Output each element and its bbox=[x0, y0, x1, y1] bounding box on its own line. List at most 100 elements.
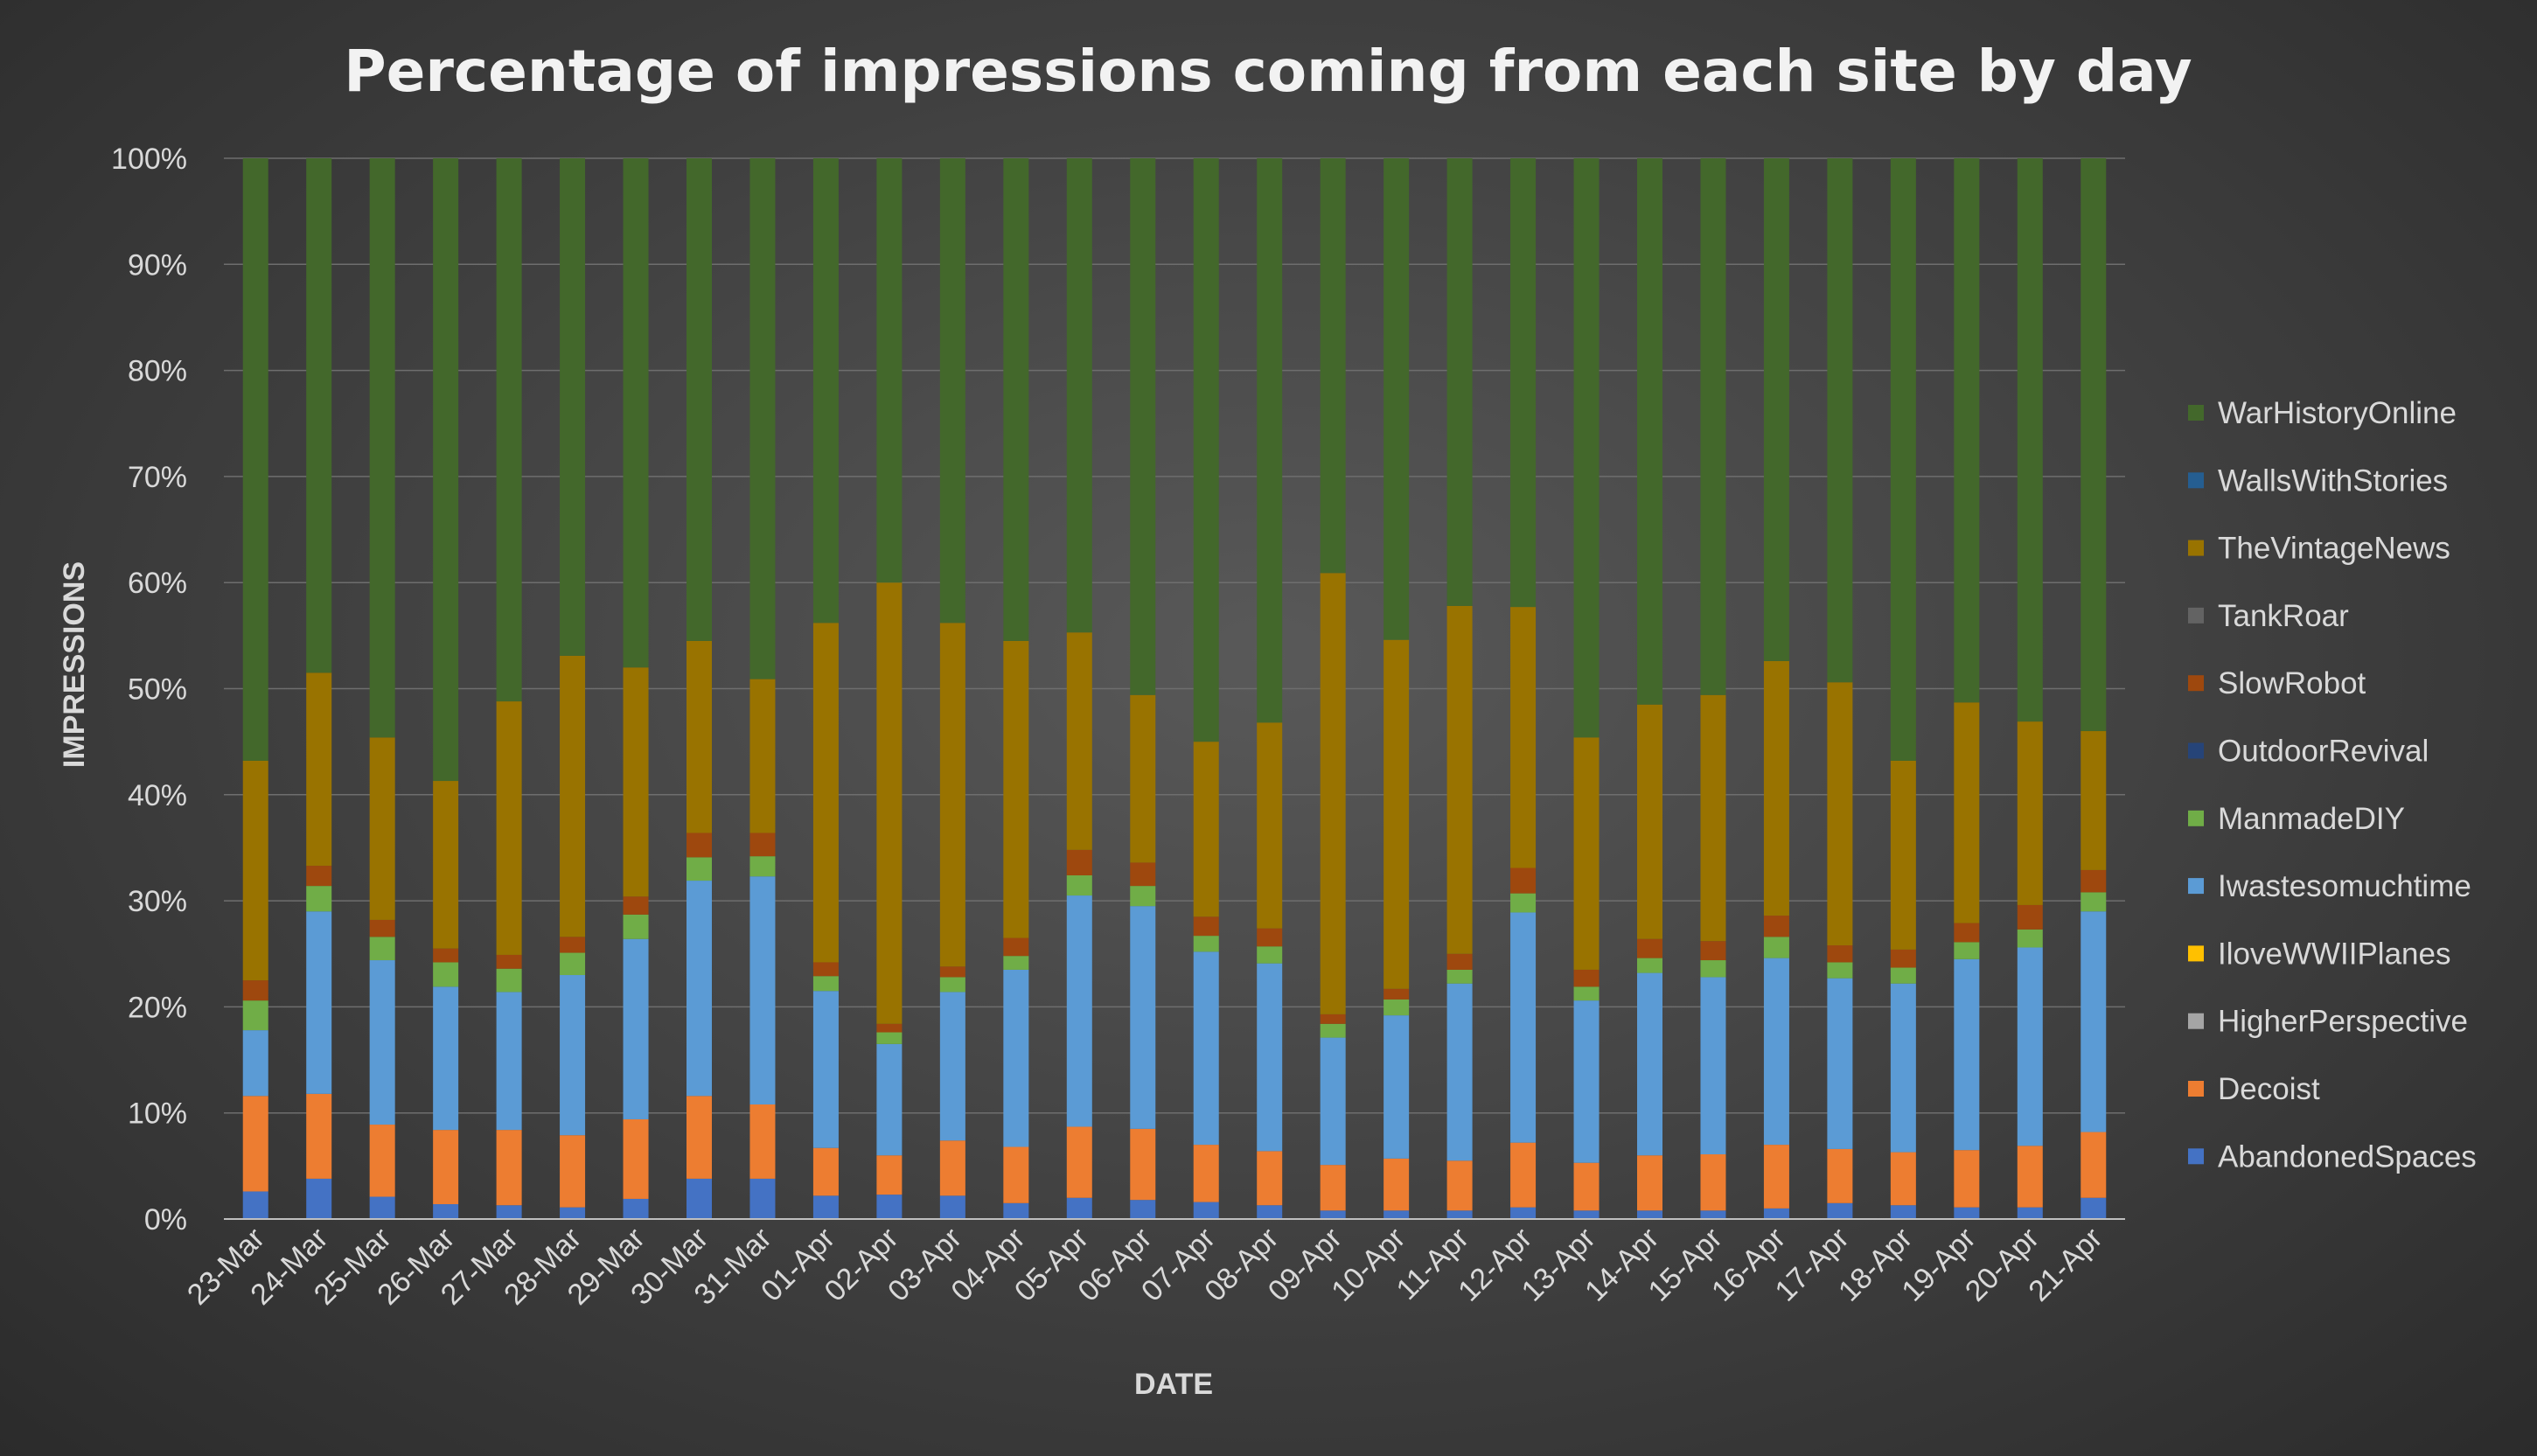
bar-segment bbox=[242, 1096, 268, 1192]
bar-segment bbox=[876, 1155, 903, 1195]
bar-segment bbox=[2017, 904, 2043, 930]
bar-segment bbox=[1700, 960, 1726, 978]
bar-segment bbox=[1700, 1154, 1726, 1211]
bar-segment bbox=[876, 582, 903, 1024]
legend-label: ManmadeDIY bbox=[2218, 802, 2405, 836]
legend-swatch bbox=[2188, 1148, 2204, 1165]
bar-segment bbox=[1193, 1145, 1219, 1202]
bar-segment bbox=[1320, 158, 1346, 574]
legend-swatch bbox=[2188, 945, 2204, 962]
bar-segment bbox=[2080, 1132, 2107, 1198]
bar-segment bbox=[2017, 158, 2043, 722]
bar-segment bbox=[1763, 660, 1789, 916]
y-tick-label: 80% bbox=[128, 355, 187, 388]
bar-segment bbox=[1510, 1207, 1537, 1219]
bar-segment bbox=[1954, 942, 1980, 959]
bar-segment bbox=[939, 623, 965, 967]
bar-segment bbox=[242, 1000, 268, 1031]
bar-segment bbox=[1827, 682, 1853, 946]
bar-segment bbox=[242, 1030, 268, 1097]
bar-segment bbox=[433, 948, 459, 963]
bar-segment bbox=[876, 1032, 903, 1044]
bar-segment bbox=[1446, 969, 1473, 984]
bar-segment bbox=[1003, 937, 1029, 957]
bar-segment bbox=[433, 158, 459, 782]
bar-segment bbox=[1320, 1210, 1346, 1219]
bar-segment bbox=[687, 158, 712, 641]
bar-segment bbox=[1890, 760, 1916, 950]
bar-segment bbox=[1890, 1152, 1916, 1206]
bar-segment bbox=[1637, 972, 1662, 1156]
bar-segment bbox=[2080, 869, 2107, 893]
bar-segment bbox=[812, 158, 839, 624]
bar-segment bbox=[812, 1195, 839, 1219]
bar-segment bbox=[2017, 721, 2043, 905]
bar-segment bbox=[2017, 947, 2043, 1146]
y-tick-label: 60% bbox=[128, 567, 187, 600]
bar-segment bbox=[1637, 938, 1662, 958]
bar-segment bbox=[1827, 945, 1853, 963]
bar-segment bbox=[2080, 1197, 2107, 1219]
bar-segment bbox=[496, 968, 522, 993]
bar-segment bbox=[623, 914, 649, 939]
bar-segment bbox=[1320, 573, 1346, 1014]
bar-segment bbox=[1066, 895, 1092, 1127]
bar-segment bbox=[1384, 1015, 1410, 1159]
bar-segment bbox=[1637, 1155, 1662, 1211]
bar-segment bbox=[749, 158, 776, 679]
bar-segment bbox=[876, 1195, 903, 1219]
bar-segment bbox=[1827, 158, 1853, 683]
bar-segment bbox=[1003, 1146, 1029, 1203]
bar-segment bbox=[433, 1204, 459, 1219]
bar-segment bbox=[1130, 1200, 1156, 1219]
bar-segment bbox=[1827, 962, 1853, 979]
bar-segment bbox=[1954, 923, 1980, 943]
y-tick-label: 10% bbox=[128, 1097, 187, 1131]
legend: WarHistoryOnline WallsWithStories TheVinta… bbox=[2188, 396, 2477, 1174]
bar-segment bbox=[749, 876, 776, 1104]
bar-segment bbox=[242, 158, 268, 761]
bar-segment bbox=[749, 679, 776, 833]
bar-segment bbox=[1510, 607, 1537, 868]
bar-segment bbox=[2017, 929, 2043, 948]
legend-swatch bbox=[2188, 675, 2204, 692]
bar-segment bbox=[496, 954, 522, 969]
bar-segment bbox=[1890, 967, 1916, 984]
x-tick-label: 10-Apr bbox=[1325, 1222, 1411, 1308]
bar-segment bbox=[1003, 969, 1029, 1147]
bar-segment bbox=[749, 832, 776, 857]
bar-segment bbox=[1446, 1160, 1473, 1211]
bar-segment bbox=[1510, 867, 1537, 894]
bar-segment bbox=[939, 992, 965, 1141]
legend-swatch bbox=[2188, 878, 2204, 895]
legend-label: Iwastesomuchtime bbox=[2218, 869, 2471, 903]
bar-segment bbox=[1446, 983, 1473, 1161]
bar-segment bbox=[749, 856, 776, 877]
bar-segment bbox=[1384, 639, 1410, 989]
bar-segment bbox=[812, 991, 839, 1148]
bar-segment bbox=[623, 158, 649, 668]
bar-segment bbox=[1130, 862, 1156, 887]
bar-segment bbox=[433, 962, 459, 987]
bar-segment bbox=[1066, 632, 1092, 850]
bar-segment bbox=[1003, 158, 1029, 641]
bar-segment bbox=[1257, 946, 1283, 964]
x-axis-ticks: 23-Mar24-Mar25-Mar26-Mar27-Mar28-Mar29-M… bbox=[181, 1222, 2109, 1312]
bar-segment bbox=[1384, 999, 1410, 1016]
bar-segment bbox=[1384, 1158, 1410, 1211]
bar-segment bbox=[1193, 916, 1219, 937]
y-axis-title: IMPRESSIONS bbox=[58, 561, 91, 768]
y-tick-label: 100% bbox=[111, 143, 187, 176]
bar-segment bbox=[1130, 886, 1156, 907]
bar-segment bbox=[1320, 1014, 1346, 1024]
bar-segment bbox=[812, 623, 839, 963]
bar-segment bbox=[687, 857, 712, 881]
bar-segment bbox=[1320, 1165, 1346, 1211]
bar-segment bbox=[1573, 1000, 1600, 1163]
bar-segment bbox=[1130, 158, 1156, 695]
bar-segment bbox=[1700, 158, 1726, 695]
bar-segment bbox=[1193, 1202, 1219, 1219]
y-tick-label: 20% bbox=[128, 991, 187, 1024]
bar-segment bbox=[1446, 158, 1473, 606]
bar-segment bbox=[623, 938, 649, 1119]
